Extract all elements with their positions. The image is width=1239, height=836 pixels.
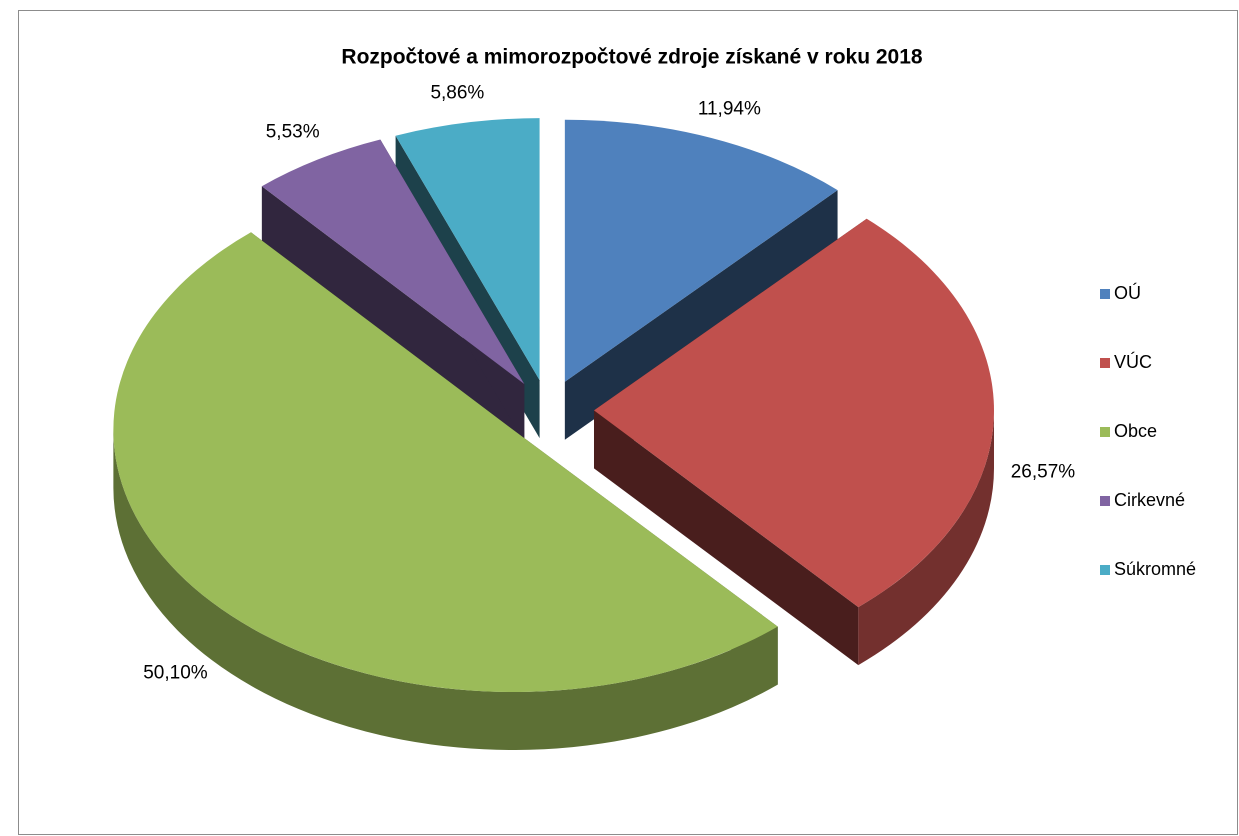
legend-swatch — [1100, 289, 1110, 299]
pie-slice — [113, 232, 778, 750]
chart-title: Rozpočtové a mimorozpočtové zdroje získa… — [341, 46, 922, 69]
slice-top — [261, 139, 525, 384]
legend-swatch — [1100, 565, 1110, 575]
slice-side — [261, 186, 525, 442]
slice-wall — [858, 410, 994, 666]
legend-swatch — [1100, 496, 1110, 506]
slice-side — [593, 410, 859, 666]
legend-swatch — [1100, 427, 1110, 437]
data-label: 11,94% — [698, 99, 761, 120]
slice-top — [593, 218, 994, 608]
slice-top — [113, 232, 778, 692]
legend-label: Súkromné — [1114, 559, 1196, 579]
data-label: 26,57% — [1011, 461, 1076, 482]
legend-label: OÚ — [1114, 282, 1141, 303]
pie-slice — [593, 218, 994, 666]
legend-label: Cirkevné — [1114, 490, 1185, 510]
data-label: 5,86% — [430, 82, 484, 103]
data-label: 5,53% — [266, 122, 320, 143]
slice-side — [564, 190, 838, 440]
pie-slice — [261, 139, 525, 442]
slice-top — [395, 118, 540, 381]
pie-slice — [564, 119, 838, 440]
legend-label: Obce — [1114, 421, 1157, 441]
legend-label: VÚC — [1114, 351, 1152, 372]
data-label: 50,10% — [143, 662, 208, 683]
slice-wall — [113, 429, 778, 750]
legend-swatch — [1100, 358, 1110, 368]
slice-top — [564, 119, 838, 382]
